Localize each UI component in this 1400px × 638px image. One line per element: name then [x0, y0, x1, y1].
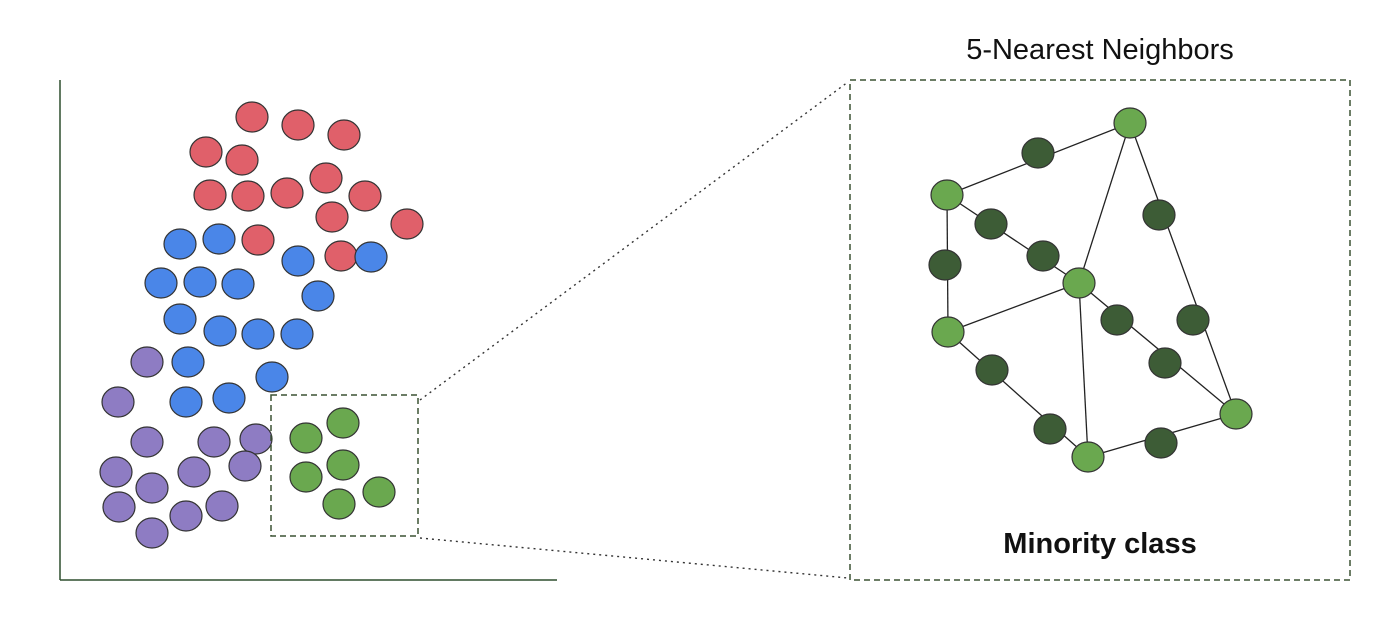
neighbor-edge — [1078, 282, 1089, 458]
red-class-point — [348, 180, 382, 212]
scatter-axes — [59, 80, 557, 581]
blue-class-point — [144, 267, 178, 299]
synthetic-point — [1100, 304, 1134, 336]
blue-class-point — [163, 303, 197, 335]
zoom-panel-frame — [849, 79, 1351, 581]
purple-class-point — [169, 500, 203, 532]
red-class-point — [309, 162, 343, 194]
purple-class-point — [177, 456, 211, 488]
purple-class-point — [135, 517, 169, 549]
blue-class-point — [241, 318, 275, 350]
red-class-point — [270, 177, 304, 209]
blue-class-point — [221, 268, 255, 300]
green-class-point — [326, 449, 360, 481]
minority-node — [930, 179, 964, 211]
red-class-point — [193, 179, 227, 211]
blue-class-point — [169, 386, 203, 418]
minority-node — [1219, 398, 1253, 430]
synthetic-point — [975, 354, 1009, 386]
purple-class-point — [197, 426, 231, 458]
blue-class-point — [202, 223, 236, 255]
blue-class-point — [163, 228, 197, 260]
red-class-point — [281, 109, 315, 141]
synthetic-point — [1144, 427, 1178, 459]
red-class-point — [327, 119, 361, 151]
green-class-point — [289, 461, 323, 493]
green-class-point — [322, 488, 356, 520]
synthetic-points — [928, 137, 1210, 459]
synthetic-point — [1176, 304, 1210, 336]
green-class-point — [362, 476, 396, 508]
panel-caption: Minority class — [1003, 528, 1197, 560]
purple-class-point — [130, 426, 164, 458]
minority-nodes — [930, 107, 1253, 473]
red-class-point — [235, 101, 269, 133]
zoom-line-top — [419, 81, 849, 401]
panel-title: 5-Nearest Neighbors — [966, 34, 1234, 66]
blue-class-point — [203, 315, 237, 347]
synthetic-point — [974, 208, 1008, 240]
synthetic-point — [1021, 137, 1055, 169]
minority-node — [931, 316, 965, 348]
blue-class-point — [255, 361, 289, 393]
purple-class-point — [239, 423, 273, 455]
purple-class-point — [102, 491, 136, 523]
purple-class-point — [130, 346, 164, 378]
purple-class-point — [99, 456, 133, 488]
blue-class-point — [280, 318, 314, 350]
purple-class-point — [205, 490, 239, 522]
synthetic-point — [928, 249, 962, 281]
red-class-point — [390, 208, 424, 240]
neighbor-edge — [947, 331, 1089, 458]
neighbor-edge — [1129, 122, 1237, 415]
synthetic-point — [1148, 347, 1182, 379]
red-class-point — [189, 136, 223, 168]
purple-class-point — [228, 450, 262, 482]
purple-class-point — [101, 386, 135, 418]
blue-class-point — [354, 241, 388, 273]
neighbor-edge — [1078, 122, 1131, 284]
red-class-point — [324, 240, 358, 272]
minority-node — [1071, 441, 1105, 473]
red-class-point — [241, 224, 275, 256]
neighbor-edges — [946, 122, 1237, 458]
red-class-point — [225, 144, 259, 176]
purple-class-point — [135, 472, 169, 504]
synthetic-point — [1026, 240, 1060, 272]
blue-class-point — [183, 266, 217, 298]
green-class-point — [326, 407, 360, 439]
blue-class-point — [281, 245, 315, 277]
minority-selection-box — [270, 394, 419, 537]
red-class-point — [231, 180, 265, 212]
neighbor-edge — [1078, 282, 1237, 415]
green-class-point — [289, 422, 323, 454]
zoom-line-bottom — [419, 537, 849, 579]
blue-class-point — [171, 346, 205, 378]
minority-node — [1062, 267, 1096, 299]
scatter-points — [99, 101, 424, 549]
blue-class-point — [212, 382, 246, 414]
neighbor-edge — [947, 282, 1080, 333]
red-class-point — [315, 201, 349, 233]
blue-class-point — [301, 280, 335, 312]
neighbor-edge — [946, 194, 1080, 284]
minority-node — [1113, 107, 1147, 139]
synthetic-point — [1033, 413, 1067, 445]
synthetic-point — [1142, 199, 1176, 231]
zoom-connector-lines — [419, 81, 849, 579]
